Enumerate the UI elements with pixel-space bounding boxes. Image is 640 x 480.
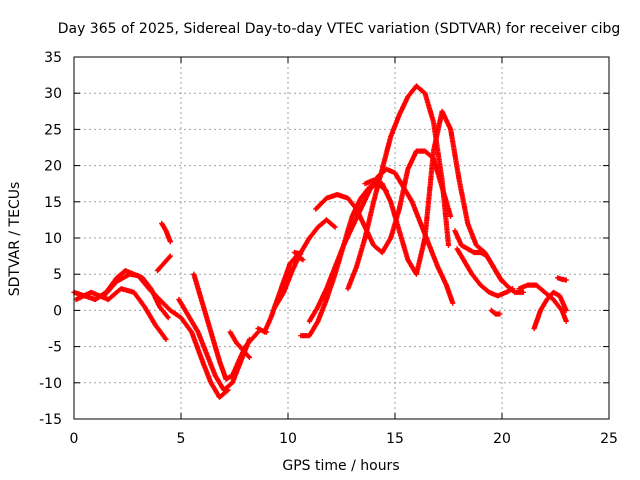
series-markers xyxy=(154,253,173,274)
series-21 xyxy=(555,275,569,283)
series-markers xyxy=(227,329,253,361)
y-tick-label: -10 xyxy=(39,376,62,392)
data-points xyxy=(71,83,569,400)
chart-title: Day 365 of 2025, Sidereal Day-to-day VTE… xyxy=(58,21,621,37)
y-tick-label: 10 xyxy=(44,231,62,247)
y-tick-label: 5 xyxy=(53,267,62,283)
series-2 xyxy=(73,286,169,342)
series-3 xyxy=(101,271,231,400)
x-tick-label: 0 xyxy=(70,431,79,447)
series-markers xyxy=(345,83,452,292)
y-tick-label: 20 xyxy=(44,159,62,175)
series-markers xyxy=(555,275,569,283)
series-23 xyxy=(291,249,304,257)
series-20 xyxy=(154,253,173,274)
series-markers xyxy=(488,307,503,317)
series-markers xyxy=(191,271,261,382)
series-15 xyxy=(452,228,526,295)
plot-frame xyxy=(73,56,610,420)
series-markers xyxy=(291,249,304,257)
y-tick-label: 25 xyxy=(44,122,62,138)
series-22 xyxy=(488,307,503,317)
x-tick-label: 10 xyxy=(279,431,297,447)
y-axis-label: SDTVAR / TECUs xyxy=(7,182,23,297)
series-5 xyxy=(191,271,261,382)
series-markers xyxy=(159,220,173,245)
x-axis-label: GPS time / hours xyxy=(282,458,399,474)
y-tick-label: 35 xyxy=(44,50,62,66)
series-9 xyxy=(272,217,338,310)
series-13 xyxy=(345,83,452,292)
series-19 xyxy=(159,220,173,245)
y-tick-label: 30 xyxy=(44,86,62,102)
series-markers xyxy=(531,289,569,332)
series-16 xyxy=(454,246,516,299)
series-18 xyxy=(531,289,569,332)
series-markers xyxy=(101,271,231,400)
y-tick-label: 15 xyxy=(44,195,62,211)
y-tick-label: 0 xyxy=(53,303,62,319)
x-tick-label: 15 xyxy=(386,431,404,447)
series-markers xyxy=(452,228,526,295)
series-markers xyxy=(362,108,505,285)
y-tick-label: -15 xyxy=(39,412,62,428)
x-tick-label: 5 xyxy=(177,431,186,447)
x-tick-label: 25 xyxy=(600,431,618,447)
y-tick-label: -5 xyxy=(48,340,62,356)
grid-lines xyxy=(74,57,609,419)
series-6 xyxy=(227,329,253,361)
series-markers xyxy=(73,286,169,342)
x-tick-label: 20 xyxy=(493,431,511,447)
series-14 xyxy=(362,108,505,285)
series-markers xyxy=(272,217,338,310)
series-markers xyxy=(454,246,516,299)
